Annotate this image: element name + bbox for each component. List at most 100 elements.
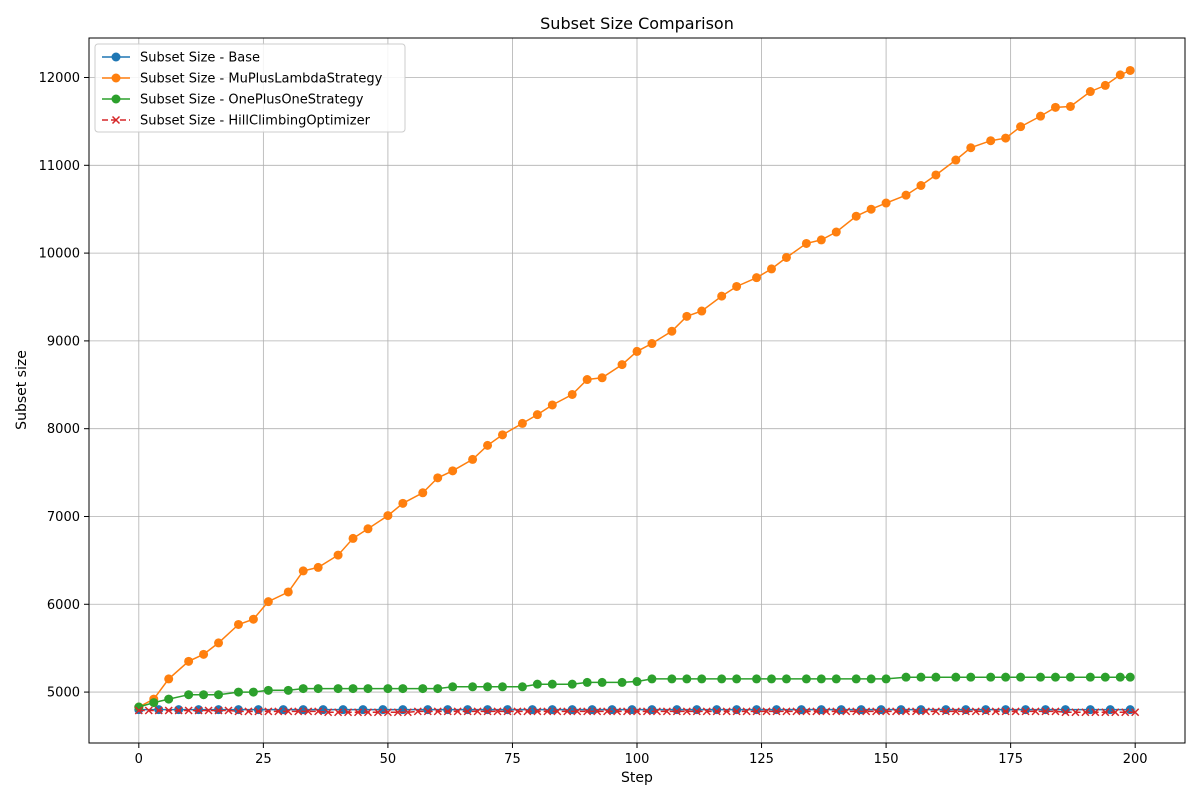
legend-marker [111, 94, 121, 104]
data-point [483, 440, 493, 450]
data-point [234, 707, 243, 716]
data-point [174, 706, 183, 715]
data-point [732, 674, 742, 684]
data-point [682, 707, 691, 716]
data-point [204, 706, 213, 715]
data-point [692, 705, 702, 715]
data-point [617, 360, 627, 370]
data-point [214, 706, 223, 715]
data-point [344, 708, 353, 717]
data-point [901, 672, 911, 682]
data-point [483, 682, 493, 692]
data-point [682, 311, 692, 321]
data-point [732, 707, 741, 716]
data-point [712, 705, 722, 715]
data-point [916, 672, 926, 682]
data-point [916, 180, 926, 190]
data-point [852, 707, 861, 716]
data-point [597, 373, 607, 383]
data-point [647, 674, 657, 684]
data-point [603, 707, 612, 716]
data-point [1016, 122, 1026, 132]
x-tick-label: 25 [255, 752, 272, 767]
data-point [224, 706, 233, 715]
data-point [433, 473, 443, 483]
x-tick-label: 50 [380, 752, 397, 767]
data-point [1081, 708, 1090, 717]
series-layer [134, 65, 1140, 717]
data-point [314, 707, 323, 716]
data-point [752, 273, 762, 283]
data-point [1121, 708, 1130, 717]
data-point [1115, 70, 1125, 80]
data-point [244, 707, 253, 716]
data-point [214, 638, 224, 648]
data-point [363, 524, 373, 534]
data-point [682, 674, 692, 684]
data-point [593, 707, 602, 716]
data-point [851, 211, 861, 221]
data-point [986, 672, 996, 682]
data-point [816, 235, 826, 245]
x-tick-label: 175 [998, 752, 1023, 767]
series-2 [134, 672, 1135, 712]
data-point [1050, 102, 1060, 112]
data-point [617, 677, 627, 687]
x-tick-label: 75 [504, 752, 521, 767]
data-point [214, 690, 224, 700]
data-point [717, 674, 727, 684]
data-point [1100, 80, 1110, 90]
data-point [866, 674, 876, 684]
data-point [154, 706, 163, 715]
data-point [423, 707, 432, 716]
data-point [951, 155, 961, 165]
data-point [553, 707, 562, 716]
data-point [722, 707, 731, 716]
data-point [264, 707, 273, 716]
data-point [941, 705, 951, 715]
data-point [304, 707, 313, 716]
series-3 [134, 706, 1140, 717]
data-point [1111, 708, 1120, 717]
data-point [184, 690, 194, 700]
legend-label: Subset Size - MuPlusLambdaStrategy [140, 72, 383, 87]
data-point [164, 674, 174, 684]
data-point [832, 707, 841, 716]
data-point [812, 707, 821, 716]
legend-marker [111, 73, 121, 83]
data-point [1001, 133, 1011, 143]
data-point [742, 707, 751, 716]
data-point [931, 170, 941, 180]
data-point [184, 706, 193, 715]
data-point [547, 679, 557, 689]
data-point [1125, 672, 1135, 682]
data-point [1071, 708, 1080, 717]
data-point [333, 550, 343, 560]
data-point [363, 684, 373, 694]
data-point [961, 707, 970, 716]
data-point [801, 674, 811, 684]
data-point [248, 614, 258, 624]
data-point [443, 705, 453, 715]
data-point [781, 252, 791, 262]
y-tick-label: 9000 [47, 334, 80, 349]
legend-label: Subset Size - HillClimbingOptimizer [140, 114, 371, 129]
data-point [931, 672, 941, 682]
x-tick-label: 100 [625, 752, 650, 767]
data-point [1115, 672, 1125, 682]
y-tick-label: 11000 [39, 159, 80, 174]
data-point [662, 707, 671, 716]
data-point [951, 672, 961, 682]
data-point [1036, 672, 1046, 682]
data-point [233, 705, 243, 715]
data-point [473, 707, 482, 716]
data-point [771, 705, 781, 715]
data-point [448, 466, 458, 476]
data-point [298, 566, 308, 576]
data-point [1001, 672, 1011, 682]
data-point [543, 707, 552, 716]
data-point [961, 705, 971, 715]
x-tick-label: 0 [135, 752, 143, 767]
data-point [667, 326, 677, 336]
x-tick-label: 200 [1123, 752, 1148, 767]
